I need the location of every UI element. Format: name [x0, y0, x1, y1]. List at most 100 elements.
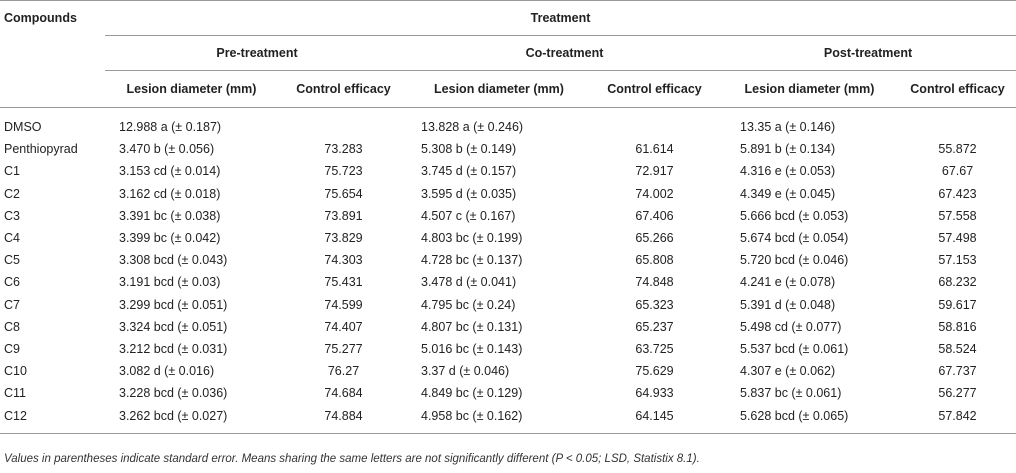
- cell-pre-d: 12.988 a (± 0.187): [119, 120, 222, 135]
- cell-co-e: 64.145: [589, 404, 720, 434]
- cell-post-e: 57.153: [938, 253, 977, 268]
- table-row: C5 3.308 bcd (± 0.043) 74.303 4.728 bc (± 0…: [0, 249, 1016, 271]
- cell-co-d: 3.37 d (± 0.046): [421, 364, 510, 379]
- cell-pre-e: 74.599: [324, 297, 363, 312]
- cell-pre-d: 3.391 bc (± 0.038): [119, 208, 221, 223]
- cell-compound: C9: [4, 341, 20, 356]
- cell-co-d: 4.807 bc (± 0.131): [421, 319, 523, 334]
- cell-co-e: 63.725: [635, 341, 674, 356]
- table-row: C2 3.162 cd (± 0.018) 75.654 3.595 d (± 0.0…: [0, 183, 1016, 205]
- cell-post-e: 58.816: [938, 319, 977, 334]
- cell-pre-e: 73.891: [324, 208, 363, 223]
- cell-co-e: 65.808: [635, 253, 674, 268]
- cell-post-e: 67.737: [938, 364, 977, 379]
- cell-pre-e: 74.884: [278, 404, 409, 434]
- cell-post-d: 13.35 a (± 0.146): [740, 120, 836, 135]
- cell-compound: C8: [4, 319, 20, 334]
- cell-post-d: 5.628 bcd (± 0.065): [720, 404, 899, 434]
- cell-post-e: 59.617: [938, 297, 977, 312]
- cell-pre-e: [278, 108, 409, 139]
- cell-compound: C4: [4, 231, 20, 246]
- cell-post-d: 5.720 bcd (± 0.046): [740, 253, 849, 268]
- cell-compound: DMSO: [4, 120, 42, 135]
- header-co-efficacy: Control efficacy: [589, 70, 720, 108]
- header-co-treatment: Co-treatment: [409, 35, 720, 71]
- cell-pre-d: 3.299 bcd (± 0.051): [119, 297, 228, 312]
- cell-post-e: 58.524: [938, 341, 977, 356]
- cell-post-d: 5.674 bcd (± 0.054): [740, 231, 849, 246]
- table-row: C1 3.153 cd (± 0.014) 75.723 3.745 d (± 0.1…: [0, 160, 1016, 182]
- table-row: Penthiopyrad 3.470 b (± 0.056) 73.283 5.308…: [0, 138, 1016, 160]
- cell-co-d: 4.849 bc (± 0.129): [421, 386, 523, 401]
- cell-post-d: 5.837 bc (± 0.061): [740, 386, 842, 401]
- cell-co-e: 61.614: [635, 142, 674, 157]
- cell-pre-d: 3.324 bcd (± 0.051): [119, 319, 228, 334]
- cell-pre-d: 3.153 cd (± 0.014): [119, 164, 221, 179]
- cell-co-e: 75.629: [635, 364, 674, 379]
- cell-co-e: 65.237: [635, 319, 674, 334]
- cell-post-e: 68.232: [938, 275, 977, 290]
- cell-pre-e: 73.829: [324, 231, 363, 246]
- cell-co-d: 3.595 d (± 0.035): [421, 186, 517, 201]
- header-compounds: Compounds: [0, 0, 105, 36]
- cell-compound: C5: [4, 253, 20, 268]
- cell-pre-d: 3.308 bcd (± 0.043): [119, 253, 228, 268]
- cell-post-d: 5.537 bcd (± 0.061): [740, 341, 849, 356]
- cell-co-d: 4.958 bc (± 0.162): [409, 404, 589, 434]
- cell-pre-e: 75.723: [324, 164, 363, 179]
- table-row: C10 3.082 d (± 0.016) 76.27 3.37 d (± 0.046…: [0, 360, 1016, 382]
- table-row: C4 3.399 bc (± 0.042) 73.829 4.803 bc (± 0.…: [0, 227, 1016, 249]
- table-row: C7 3.299 bcd (± 0.051) 74.599 4.795 bc (± 0…: [0, 294, 1016, 316]
- cell-post-d: 5.891 b (± 0.134): [740, 142, 836, 157]
- cell-post-d: 4.241 e (± 0.078): [740, 275, 836, 290]
- cell-co-e: 65.266: [635, 231, 674, 246]
- header-pre-efficacy: Control efficacy: [278, 70, 409, 108]
- cell-pre-d: 3.162 cd (± 0.018): [119, 186, 221, 201]
- header-post-lesion: Lesion diameter (mm): [720, 70, 899, 108]
- cell-co-d: 4.803 bc (± 0.199): [421, 231, 523, 246]
- cell-post-e: 57.842: [899, 404, 1016, 434]
- table-row: C11 3.228 bcd (± 0.036) 74.684 4.849 bc (± …: [0, 382, 1016, 404]
- header-pre-treatment: Pre-treatment: [105, 35, 409, 71]
- header-post-efficacy: Control efficacy: [899, 70, 1016, 108]
- table-row: DMSO 12.988 a (± 0.187) 13.828 a (± 0.246)…: [0, 108, 1016, 139]
- cell-pre-e: 73.283: [324, 142, 363, 157]
- table-row: C12 3.262 bcd (± 0.027) 74.884 4.958 bc (± …: [0, 404, 1016, 434]
- header-row-columns: Lesion diameter (mm) Control efficacy Le…: [0, 70, 1016, 108]
- cell-pre-d: 3.212 bcd (± 0.031): [119, 341, 228, 356]
- cell-co-e: 65.323: [635, 297, 674, 312]
- cell-post-e: 57.558: [938, 208, 977, 223]
- cell-pre-d: 3.228 bcd (± 0.036): [119, 386, 228, 401]
- cell-pre-d: 3.399 bc (± 0.042): [119, 231, 221, 246]
- cell-post-d: 4.307 e (± 0.062): [740, 364, 836, 379]
- cell-co-e: 72.917: [635, 164, 674, 179]
- cell-co-d: 3.478 d (± 0.041): [421, 275, 517, 290]
- cell-compound: Penthiopyrad: [4, 142, 78, 157]
- cell-compound: C7: [4, 297, 20, 312]
- cell-co-d: 4.507 c (± 0.167): [421, 208, 516, 223]
- cell-post-d: 5.391 d (± 0.048): [740, 297, 836, 312]
- cell-co-d: 4.795 bc (± 0.24): [421, 297, 516, 312]
- cell-compound: C10: [4, 364, 27, 379]
- table-row: C6 3.191 bcd (± 0.03) 75.431 3.478 d (± 0.0…: [0, 271, 1016, 293]
- cell-co-d: 4.728 bc (± 0.137): [421, 253, 523, 268]
- cell-pre-e: 76.27: [327, 364, 360, 379]
- header-treatment: Treatment: [105, 0, 1016, 36]
- table-row: C8 3.324 bcd (± 0.051) 74.407 4.807 bc (± 0…: [0, 316, 1016, 338]
- cell-post-d: 5.666 bcd (± 0.053): [740, 208, 849, 223]
- cell-post-d: 5.498 cd (± 0.077): [740, 319, 842, 334]
- header-pre-lesion: Lesion diameter (mm): [105, 70, 278, 108]
- cell-pre-e: 74.407: [324, 319, 363, 334]
- cell-compound: C11: [4, 386, 27, 401]
- header-post-treatment: Post-treatment: [720, 35, 1016, 71]
- cell-co-e: 64.933: [635, 386, 674, 401]
- header-row-phases: Pre-treatment Co-treatment Post-treatmen…: [0, 35, 1016, 71]
- cell-post-d: 4.349 e (± 0.045): [740, 186, 836, 201]
- cell-pre-e: 75.277: [324, 341, 363, 356]
- cell-post-e: 67.423: [938, 186, 977, 201]
- cell-post-d: 4.316 e (± 0.053): [740, 164, 836, 179]
- cell-co-d: 5.308 b (± 0.149): [421, 142, 517, 157]
- cell-post-e: [899, 108, 1016, 139]
- cell-compound: C3: [4, 208, 20, 223]
